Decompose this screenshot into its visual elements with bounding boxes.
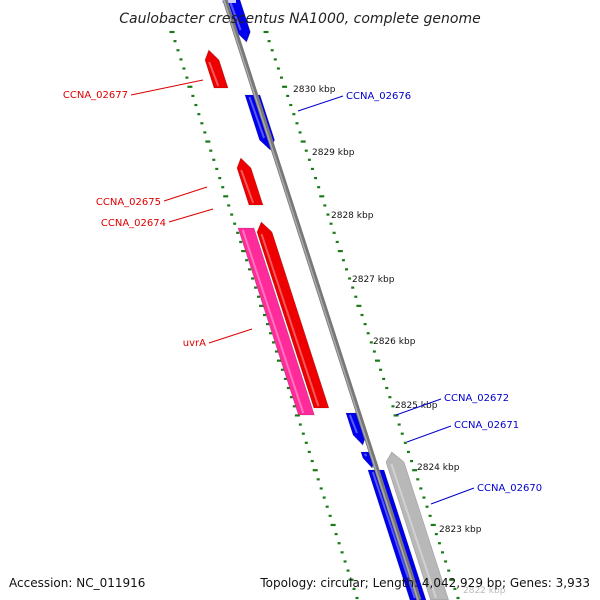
tick-label: 2829 kbp [312,148,355,158]
map-title: Caulobacter crescentus NA1000, complete … [119,11,480,27]
tick-label: 2824 kbp [417,463,460,473]
gene-label-uvrA[interactable]: uvrA [183,338,206,349]
gene-feature-CCNA_02674[interactable] [256,221,330,409]
genome-backbone-highlight [223,0,419,600]
gene-label-CCNA_02676[interactable]: CCNA_02676 [346,91,411,102]
tick-label: 2826 kbp [373,337,416,347]
gene-label-connector [406,425,452,443]
accession-text: Accession: NC_011916 [9,576,145,590]
gene-label-CCNA_02670[interactable]: CCNA_02670 [477,483,542,494]
gene-label-CCNA_02672[interactable]: CCNA_02672 [444,393,509,404]
gene-feature-CCNA_02677[interactable] [204,49,229,89]
tick-label: 2828 kbp [331,211,374,221]
genome-backbone [222,0,422,600]
tick-label: 2827 kbp [352,275,395,285]
tick-labels: 2830 kbp 2829 kbp 2828 kbp 2827 kbp 2826 kbp… [293,85,506,596]
gene-label-CCNA_02671[interactable]: CCNA_02671 [454,420,519,431]
gene-features [204,0,449,600]
tick-row-left [169,30,359,600]
gene-labels: CCNA_02677 CCNA_02676 CCNA_02675 CCNA_02674… [63,79,542,505]
gene-label-CCNA_02675[interactable]: CCNA_02675 [96,197,161,208]
gene-feature-grey[interactable] [385,451,449,600]
gene-label-connector [130,79,204,96]
gene-label-connector [168,208,214,223]
tick-marks [169,30,460,600]
gene-label-CCNA_02674[interactable]: CCNA_02674 [101,218,166,229]
gene-label-connector [430,487,475,505]
tick-label: 2825 kbp [395,401,438,411]
tick-label: 2830 kbp [293,85,336,95]
topology-text: Topology: circular; Length: 4,042,929 bp… [259,576,590,590]
gene-label-CCNA_02677[interactable]: CCNA_02677 [63,90,128,101]
gene-feature-uvrA[interactable] [237,227,315,416]
gene-feature-top-fade [222,0,236,3]
gene-label-connector [163,186,208,202]
gene-label-connector [395,398,442,416]
gene-label-connector [297,95,344,112]
gene-label-connector [208,328,253,344]
tick-label: 2823 kbp [439,525,482,535]
tick-row-right [263,30,460,600]
gene-feature-CCNA_02675[interactable] [236,157,264,206]
tick-label: 2822 kbp [463,586,506,596]
